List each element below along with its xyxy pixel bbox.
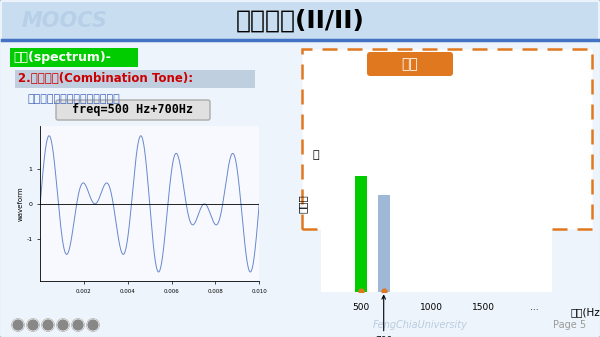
Text: freq=500 Hz+700Hz: freq=500 Hz+700Hz xyxy=(73,103,194,117)
Text: 大小値: 大小値 xyxy=(298,194,308,213)
Text: 1000: 1000 xyxy=(419,303,443,312)
Bar xyxy=(355,176,367,292)
Text: MOOCS: MOOCS xyxy=(22,11,108,31)
Text: ...: ... xyxy=(530,303,539,312)
Text: 🐝: 🐝 xyxy=(313,150,319,160)
Bar xyxy=(2,2,598,40)
FancyBboxPatch shape xyxy=(367,52,453,76)
Text: 頻率(Hz): 頻率(Hz) xyxy=(571,307,600,317)
Circle shape xyxy=(87,319,99,331)
FancyBboxPatch shape xyxy=(56,100,210,120)
Bar xyxy=(15,70,255,88)
Text: 頻譜(spectrum)-: 頻譜(spectrum)- xyxy=(13,51,111,64)
Text: 幾種不同頻率的純音合成的聲音: 幾種不同頻率的純音合成的聲音 xyxy=(28,94,121,104)
Text: 頻譜: 頻譜 xyxy=(401,57,418,71)
Circle shape xyxy=(57,319,69,331)
Text: 500: 500 xyxy=(352,303,369,312)
Bar xyxy=(10,48,138,67)
Text: Page 5: Page 5 xyxy=(553,320,587,330)
Circle shape xyxy=(42,319,54,331)
Circle shape xyxy=(27,319,39,331)
Text: 1500: 1500 xyxy=(472,303,496,312)
FancyBboxPatch shape xyxy=(302,49,592,229)
Circle shape xyxy=(72,319,84,331)
Y-axis label: waveform: waveform xyxy=(17,187,23,221)
Text: 2.　複合音(Combination Tone):: 2. 複合音(Combination Tone): xyxy=(18,72,193,86)
Text: 聲音種類(II/II): 聲音種類(II/II) xyxy=(236,9,364,33)
Circle shape xyxy=(12,319,24,331)
Bar xyxy=(377,195,390,292)
Text: 700: 700 xyxy=(375,296,392,337)
Text: FengChiaUniversity: FengChiaUniversity xyxy=(373,320,467,330)
